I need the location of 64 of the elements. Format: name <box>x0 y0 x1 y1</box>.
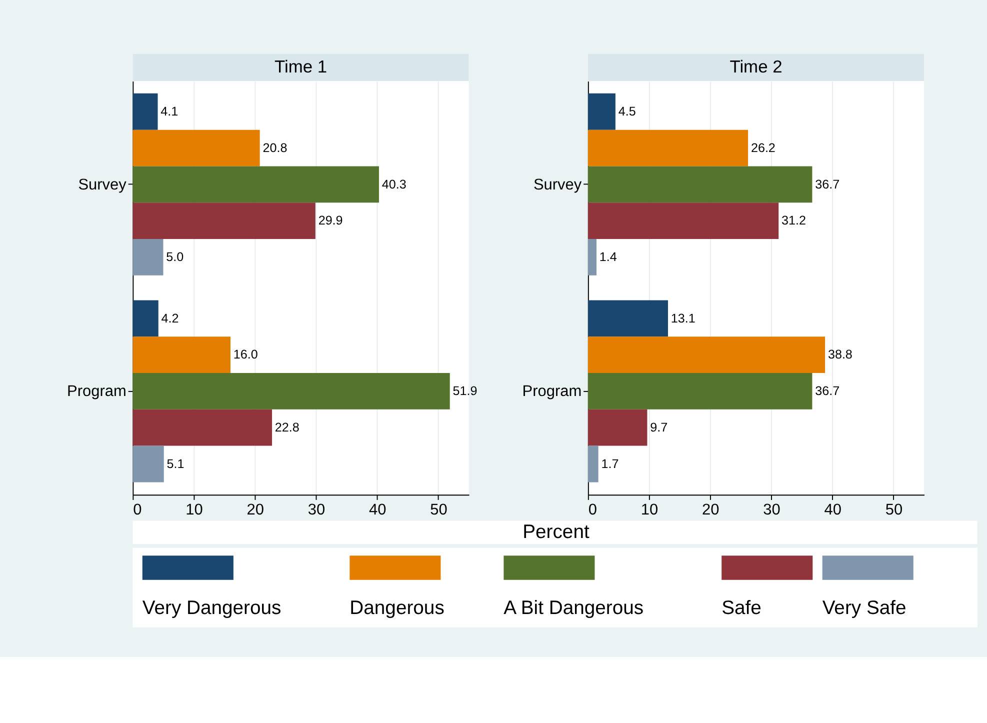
bar <box>132 373 450 410</box>
bar <box>132 166 379 203</box>
y-tick-label: Survey <box>533 176 582 194</box>
data-label: 20.8 <box>262 140 288 155</box>
x-tick-label: 40 <box>369 501 386 518</box>
bar <box>132 409 272 446</box>
bar <box>588 93 616 130</box>
data-label: 31.2 <box>782 214 806 228</box>
x-tick-label: 30 <box>308 501 326 518</box>
data-label: 38.8 <box>828 348 852 362</box>
x-tick-label: 20 <box>246 501 264 518</box>
bar <box>132 202 316 240</box>
data-label: 5.1 <box>166 456 184 471</box>
data-label: 4.2 <box>161 311 179 326</box>
bar <box>132 300 158 337</box>
bar <box>588 130 748 166</box>
bar <box>588 166 812 203</box>
bar <box>588 446 598 482</box>
y-tick-label: Program <box>67 383 126 400</box>
data-label: 9.7 <box>650 420 668 434</box>
legend-label: Very Safe <box>822 596 906 619</box>
data-label: 40.3 <box>382 177 406 192</box>
data-label: 51.9 <box>452 384 478 398</box>
bar <box>588 336 826 374</box>
data-label: 36.7 <box>815 177 840 192</box>
data-label: 16.0 <box>233 348 258 362</box>
bar <box>132 446 164 482</box>
bar <box>132 93 158 130</box>
x-axis-title: Percent <box>522 521 590 544</box>
data-label: 1.4 <box>599 250 617 264</box>
data-label: 5.0 <box>166 250 184 264</box>
x-tick-label: 0 <box>133 501 142 518</box>
bar <box>588 239 596 276</box>
data-label: 4.5 <box>618 104 636 119</box>
x-tick-label: 10 <box>186 501 203 518</box>
bar <box>132 130 260 166</box>
y-tick-label: Program <box>522 383 582 400</box>
legend-label: Dangerous <box>350 596 444 619</box>
bar <box>132 336 230 374</box>
legend-label: Very Dangerous <box>142 596 282 619</box>
data-label: 13.1 <box>670 311 696 326</box>
x-tick-label: 10 <box>640 501 658 518</box>
bar <box>588 373 812 410</box>
bar <box>588 409 648 446</box>
x-tick-label: 20 <box>702 501 720 518</box>
bar <box>588 202 779 240</box>
x-tick-label: 30 <box>763 501 780 518</box>
x-tick-label: 50 <box>885 501 903 518</box>
x-tick-label: 0 <box>588 501 598 518</box>
bar <box>132 239 164 276</box>
x-tick-label: 40 <box>824 501 842 518</box>
data-label: 4.1 <box>160 104 178 119</box>
data-label: 29.9 <box>318 214 343 228</box>
bar <box>588 300 668 337</box>
y-tick-label: Survey <box>78 176 127 194</box>
x-tick-label: 50 <box>430 501 448 518</box>
data-label: 26.2 <box>750 140 776 155</box>
data-label: 22.8 <box>274 420 300 434</box>
chart-title: Time 1 <box>274 56 328 76</box>
legend-label: Safe <box>722 596 762 619</box>
data-label: 1.7 <box>601 456 619 471</box>
chart-title: Time 2 <box>730 56 782 76</box>
data-label: 36.7 <box>815 384 840 398</box>
legend-label: A Bit Dangerous <box>504 596 644 619</box>
